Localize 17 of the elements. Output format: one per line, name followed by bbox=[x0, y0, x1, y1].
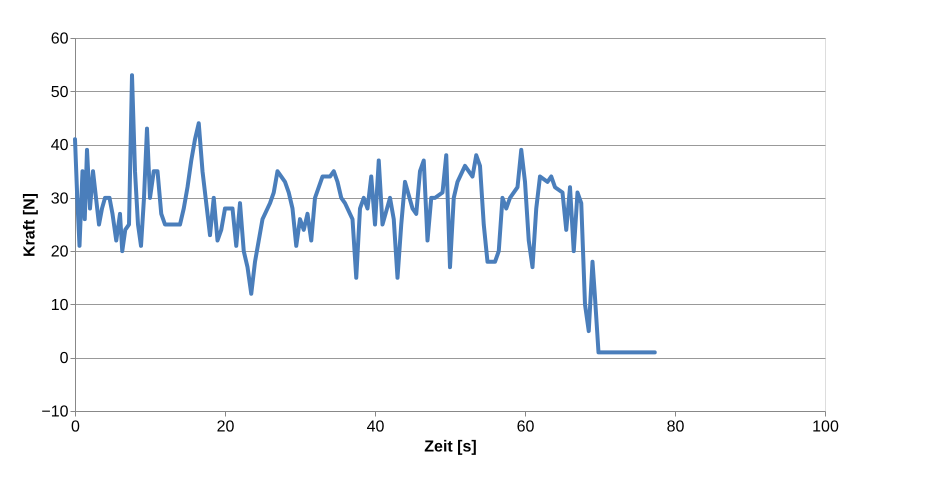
y-tick-label: 0 bbox=[60, 350, 69, 368]
line-series bbox=[73, 73, 657, 354]
x-axis-title: Zeit [s] bbox=[424, 438, 477, 456]
y-tick-label: 60 bbox=[50, 30, 69, 48]
x-tick-label: 20 bbox=[216, 418, 234, 436]
x-tick-label: 80 bbox=[666, 418, 684, 436]
y-tick-label: 40 bbox=[50, 137, 69, 154]
y-tick-label: 20 bbox=[50, 244, 69, 261]
x-tick-label: 0 bbox=[71, 418, 80, 436]
x-tick-label: 60 bbox=[516, 418, 534, 436]
y-tick-label: 30 bbox=[50, 190, 69, 208]
y-tick-label: 10 bbox=[50, 296, 69, 314]
y-axis-title: Kraft [N] bbox=[21, 193, 38, 257]
x-tick-label: 40 bbox=[366, 418, 384, 436]
y-tick-label: 50 bbox=[50, 84, 69, 101]
y-tick-label: −10 bbox=[41, 404, 69, 420]
x-tick-label: 100 bbox=[812, 418, 839, 436]
